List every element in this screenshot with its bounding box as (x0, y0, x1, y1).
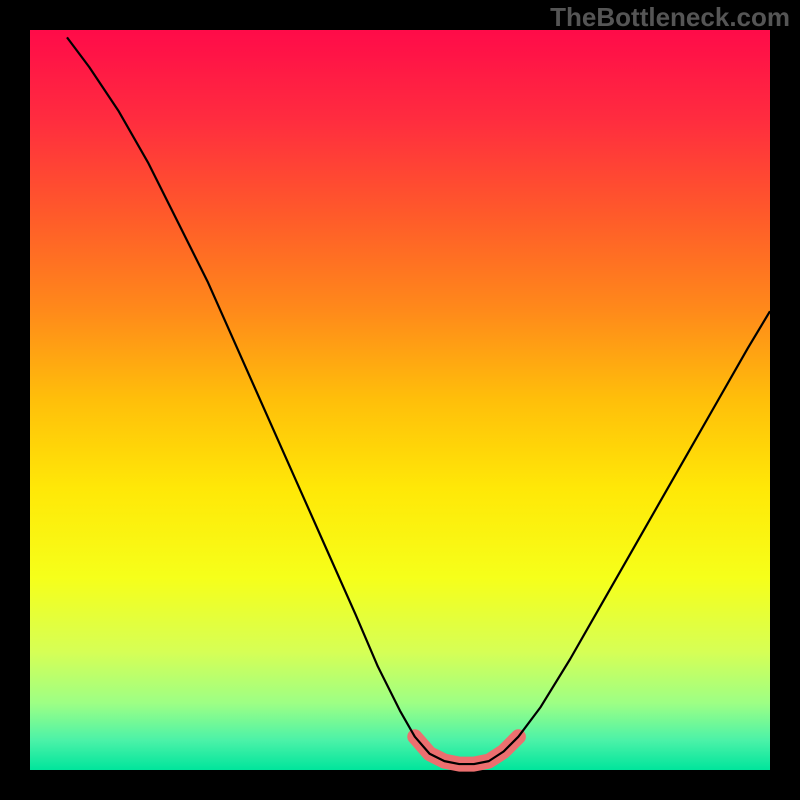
curve-layer (30, 30, 770, 770)
chart-stage: TheBottleneck.com (0, 0, 800, 800)
plot-area (30, 30, 770, 770)
attribution-label: TheBottleneck.com (550, 2, 790, 33)
optimum-marker (415, 737, 519, 764)
bottleneck-curve (67, 37, 770, 764)
